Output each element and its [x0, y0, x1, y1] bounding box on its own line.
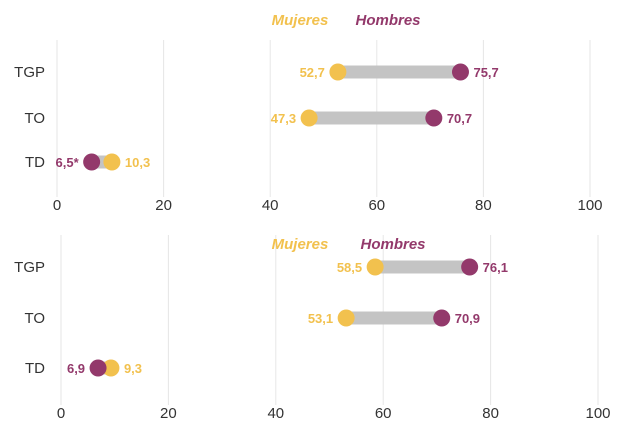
x-tick-label: 80: [482, 405, 499, 422]
dot-mujeres: [102, 359, 120, 377]
x-tick-label: 100: [585, 405, 610, 422]
x-tick-label: 0: [53, 197, 61, 214]
dot-mujeres: [300, 109, 318, 127]
value-label-hombres: 76,1: [483, 260, 508, 275]
dot-mujeres: [337, 309, 355, 327]
value-label-hombres: 70,7: [447, 111, 472, 126]
x-tick-label: 20: [155, 197, 172, 214]
x-tick-label: 20: [160, 405, 177, 422]
x-tick-label: 40: [267, 405, 284, 422]
value-label-hombres: 6,5*: [56, 155, 80, 170]
dot-hombres: [451, 63, 469, 81]
value-label-mujeres: 47,3: [271, 111, 296, 126]
value-label-hombres: 70,9: [455, 311, 480, 326]
legend-hombres: Hombres: [360, 236, 425, 253]
category-label: TO: [24, 310, 45, 327]
value-label-mujeres: 9,3: [124, 361, 142, 376]
category-label: TO: [24, 110, 45, 127]
dot-mujeres: [366, 258, 384, 276]
dot-hombres: [89, 359, 107, 377]
chart-panel-2: 0 20 40 60 80 100 Mujeres Hombres TGP 58,5 76,1 TO 5…: [14, 235, 611, 422]
value-label-mujeres: 10,3: [125, 155, 150, 170]
dot-hombres: [433, 309, 451, 327]
category-label: TD: [25, 360, 45, 377]
category-label: TGP: [14, 64, 45, 81]
x-tick-label: 40: [262, 197, 279, 214]
category-label: TD: [25, 154, 45, 171]
value-label-mujeres: 52,7: [300, 65, 325, 80]
value-label-mujeres: 53,1: [308, 311, 333, 326]
x-tick-label: 60: [368, 197, 385, 214]
value-label-mujeres: 58,5: [337, 260, 362, 275]
x-tick-label: 60: [375, 405, 392, 422]
value-label-hombres: 6,9: [67, 361, 85, 376]
dot-hombres: [83, 153, 101, 171]
legend-mujeres: Mujeres: [272, 12, 329, 29]
dot-hombres: [461, 258, 479, 276]
chart-panel-1: 0 20 40 60 80 100 Mujeres Hombres TGP 52,7 75,7 TO 4…: [14, 12, 602, 214]
x-tick-label: 100: [577, 197, 602, 214]
x-tick-label: 0: [57, 405, 65, 422]
dot-mujeres: [329, 63, 347, 81]
legend-mujeres: Mujeres: [272, 236, 329, 253]
dot-hombres: [425, 109, 443, 127]
legend-hombres: Hombres: [355, 12, 420, 29]
x-tick-label: 80: [475, 197, 492, 214]
category-label: TGP: [14, 259, 45, 276]
dot-mujeres: [103, 153, 121, 171]
value-label-hombres: 75,7: [473, 65, 498, 80]
